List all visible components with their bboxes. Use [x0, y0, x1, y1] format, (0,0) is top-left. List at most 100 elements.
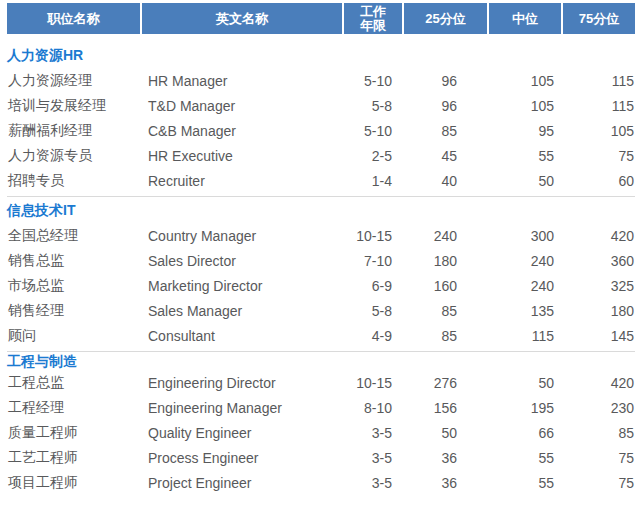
cell-work-years: 5-8 [342, 303, 402, 319]
table-row: 销售经理Sales Manager5-885135180 [7, 298, 635, 323]
cell-75th-percentile: 325 [561, 278, 635, 294]
cell-work-years: 10-15 [342, 228, 402, 244]
table-row: 工程经理Engineering Manager8-10156195230 [7, 395, 635, 420]
cell-work-years: 4-9 [342, 328, 402, 344]
cell-work-years: 2-5 [342, 148, 402, 164]
column-header-work-years-line1: 工作 [360, 5, 386, 19]
cell-english-name: T&D Manager [140, 98, 342, 114]
cell-median: 55 [487, 148, 561, 164]
cell-median: 195 [487, 400, 561, 416]
section-title: 人力资源HR [7, 44, 635, 68]
cell-median: 105 [487, 73, 561, 89]
cell-work-years: 3-5 [342, 425, 402, 441]
salary-percentile-table: 职位名称 英文名称 工作 年限 25分位 中位 75分位 人力资源HR人力资源经… [0, 0, 640, 510]
cell-25th-percentile: 156 [402, 400, 487, 416]
table-row: 项目工程师Project Engineer3-5365575 [7, 470, 635, 495]
table-body: 人力资源HR人力资源经理HR Manager5-1096105115培训与发展经… [7, 44, 635, 510]
cell-75th-percentile: 85 [561, 425, 635, 441]
cell-position-name: 工程经理 [7, 399, 140, 417]
cell-work-years: 5-10 [342, 73, 402, 89]
table-section: 工程与制造工程总监Engineering Director10-15276 50 4… [7, 354, 635, 495]
cell-25th-percentile: 85 [402, 303, 487, 319]
cell-work-years: 5-10 [342, 123, 402, 139]
table-row: 工艺工程师Process Engineer3-5365575 [7, 445, 635, 470]
column-header-work-years-line2: 年限 [360, 19, 386, 33]
cell-english-name: Engineering Director [140, 375, 342, 391]
table-row: 全国总经理Country Manager10-15240300420 [7, 223, 635, 248]
cell-25th-percentile: 96 [402, 73, 487, 89]
cell-75th-percentile: 180 [561, 303, 635, 319]
cell-75th-percentile: 75 [561, 450, 635, 466]
cell-75th-percentile: 75 [561, 475, 635, 491]
cell-25th-percentile: 160 [402, 278, 487, 294]
cell-english-name: C&B Manager [140, 123, 342, 139]
cell-75th-percentile: 420 [561, 375, 635, 391]
section-title: 信息技术IT [7, 199, 635, 223]
cell-75th-percentile: 105 [561, 123, 635, 139]
cell-25th-percentile: 36 [402, 475, 487, 491]
cell-75th-percentile: 115 [561, 73, 635, 89]
cell-25th-percentile: 85 [402, 123, 487, 139]
cell-position-name: 项目工程师 [7, 474, 140, 492]
cell-median: 135 [487, 303, 561, 319]
cell-25th-percentile: 180 [402, 253, 487, 269]
cell-position-name: 人力资源经理 [7, 72, 140, 90]
cell-median: 55 [487, 450, 561, 466]
cell-median: 105 [487, 98, 561, 114]
cell-english-name: Project Engineer [140, 475, 342, 491]
table-row: 市场总监Marketing Director6-9160240325 [7, 273, 635, 298]
cell-median: 240 [487, 253, 561, 269]
cell-english-name: HR Executive [140, 148, 342, 164]
column-header-75th-percentile: 75分位 [561, 3, 635, 34]
cell-25th-percentile: 96 [402, 98, 487, 114]
cell-english-name: Engineering Manager [140, 400, 342, 416]
cell-work-years: 1-4 [342, 173, 402, 189]
cell-position-name: 工程总监 [7, 374, 140, 392]
cell-position-name: 销售经理 [7, 302, 140, 320]
table-section: 信息技术IT全国总经理Country Manager10-15240300420… [7, 199, 635, 348]
section-divider [7, 196, 635, 197]
table-row: 人力资源经理HR Manager5-1096105115 [7, 68, 635, 93]
cell-median: 115 [487, 328, 561, 344]
cell-25th-percentile: 45 [402, 148, 487, 164]
cell-25th-percentile: 276 [402, 375, 487, 391]
cell-english-name: HR Manager [140, 73, 342, 89]
cell-english-name: Marketing Director [140, 278, 342, 294]
cell-position-name: 招聘专员 [7, 172, 140, 190]
cell-position-name: 培训与发展经理 [7, 97, 140, 115]
cell-median: 95 [487, 123, 561, 139]
table-row: 培训与发展经理T&D Manager5-896105115 [7, 93, 635, 118]
cell-work-years: 6-9 [342, 278, 402, 294]
cell-75th-percentile: 75 [561, 148, 635, 164]
column-header-25th-percentile: 25分位 [402, 3, 487, 34]
cell-position-name: 工艺工程师 [7, 449, 140, 467]
cell-75th-percentile: 420 [561, 228, 635, 244]
cell-work-years: 10-15 [342, 375, 402, 391]
cell-median: 50 [487, 173, 561, 189]
cell-position-name: 人力资源专员 [7, 147, 140, 165]
cell-25th-percentile: 36 [402, 450, 487, 466]
cell-position-name: 质量工程师 [7, 424, 140, 442]
cell-median: 300 [487, 228, 561, 244]
table-row: 顾问Consultant4-985115145 [7, 323, 635, 348]
cell-english-name: Sales Manager [140, 303, 342, 319]
table-header-row: 职位名称 英文名称 工作 年限 25分位 中位 75分位 [7, 3, 635, 34]
cell-work-years: 5-8 [342, 98, 402, 114]
cell-25th-percentile: 40 [402, 173, 487, 189]
cell-work-years: 7-10 [342, 253, 402, 269]
table-row: 招聘专员Recruiter1-4405060 [7, 168, 635, 193]
cell-25th-percentile: 85 [402, 328, 487, 344]
cell-position-name: 销售总监 [7, 252, 140, 270]
cell-25th-percentile: 50 [402, 425, 487, 441]
cell-75th-percentile: 230 [561, 400, 635, 416]
section-title: 工程与制造 [7, 354, 635, 370]
cell-english-name: Quality Engineer [140, 425, 342, 441]
cell-work-years: 3-5 [342, 450, 402, 466]
cell-work-years: 8-10 [342, 400, 402, 416]
cell-75th-percentile: 115 [561, 98, 635, 114]
cell-75th-percentile: 145 [561, 328, 635, 344]
column-header-position-name: 职位名称 [7, 3, 140, 34]
cell-position-name: 全国总经理 [7, 227, 140, 245]
cell-english-name: Consultant [140, 328, 342, 344]
cell-25th-percentile: 240 [402, 228, 487, 244]
